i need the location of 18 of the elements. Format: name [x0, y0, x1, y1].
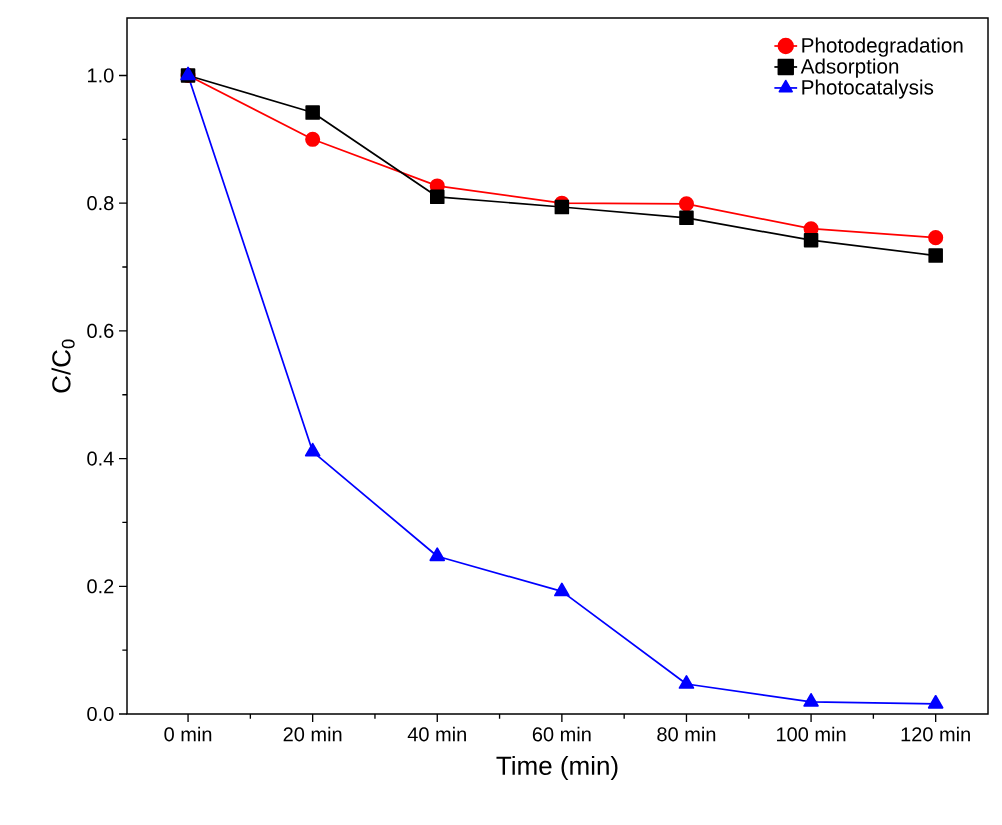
y-tick-label: 0.2 — [87, 579, 114, 594]
x-tick-label: 120 min — [901, 726, 970, 742]
y-tick-label: 0.8 — [87, 196, 114, 211]
y-tick-label: 1.0 — [88, 68, 114, 83]
x-tick-label: 60 min — [532, 726, 591, 742]
x-tick-label: 20 min — [283, 726, 342, 742]
x-tick-label: 80 min — [657, 726, 716, 742]
x-tick-label: 100 min — [777, 726, 846, 742]
y-axis-title: C/C$_{0}$ — [51, 339, 75, 393]
y-tick-label: 0.0 — [87, 706, 114, 722]
legend-label: Adsorption — [800, 58, 899, 78]
x-tick-label: 40 min — [407, 726, 466, 742]
y-tick-label: 0.6 — [87, 323, 114, 338]
legend-label: Photocatalysis — [802, 79, 934, 99]
legend-label: Photodegradation — [802, 37, 963, 57]
x-axis-title: Time (min) — [496, 755, 618, 781]
x-tick-label: 0 min — [164, 726, 212, 742]
y-tick-label: 0.4 — [87, 451, 114, 466]
